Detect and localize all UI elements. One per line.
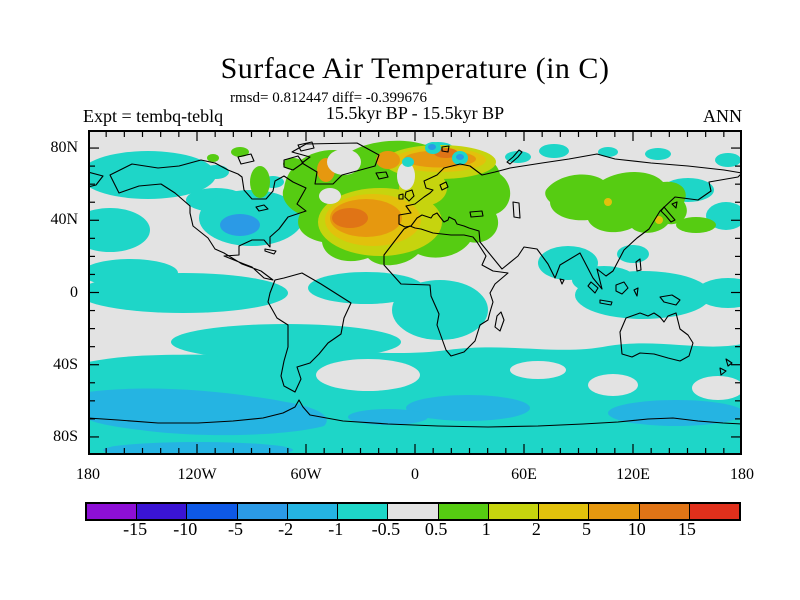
y-tick-label: 40N xyxy=(50,211,78,229)
colorbar-segment xyxy=(689,504,740,519)
colorbar xyxy=(85,502,741,521)
colorbar-boundary-label: -10 xyxy=(173,519,198,539)
colorbar-segment xyxy=(87,504,138,519)
difference-label: 15.5kyr BP - 15.5kyr BP xyxy=(325,103,505,123)
map-frame xyxy=(88,130,742,455)
colorbar-segment xyxy=(338,504,389,519)
positive-anomaly-patches xyxy=(207,140,716,266)
colorbar-segment xyxy=(388,504,439,519)
colorbar-segment xyxy=(137,504,188,519)
x-tick-label: 60E xyxy=(511,466,537,483)
x-tick-label: 60W xyxy=(290,466,322,483)
colorbar-segment xyxy=(237,504,288,519)
graticule-ticks xyxy=(90,132,740,453)
colorbar-segment xyxy=(639,504,690,519)
x-tick-label: 180 xyxy=(730,466,754,483)
negative-anomaly-patches xyxy=(88,142,742,455)
colorbar-boundary-label: 10 xyxy=(627,519,646,539)
colorbar-boundary-label: 15 xyxy=(677,519,696,539)
colorbar-boundary-label: 2 xyxy=(531,519,541,539)
colorbar-boundary-label: 5 xyxy=(582,519,592,539)
colorbar-segment xyxy=(589,504,640,519)
colorbar-segment xyxy=(438,504,489,519)
experiment-label: Expt = tembq-teblq xyxy=(83,106,224,126)
colorbar-boundary-label: -2 xyxy=(278,519,294,539)
colorbar-segment xyxy=(539,504,590,519)
page-title: Surface Air Temperature (in C) xyxy=(220,52,610,85)
colorbar-boundary-label: -15 xyxy=(123,519,148,539)
map-plot-area xyxy=(88,130,742,455)
y-tick-label: 0 xyxy=(70,283,78,301)
x-tick-label: 180 xyxy=(76,466,100,483)
x-tick-label: 120E xyxy=(616,466,650,483)
season-label: ANN xyxy=(703,106,742,126)
y-tick-label: 40S xyxy=(53,355,78,373)
colorbar-segment xyxy=(287,504,339,519)
y-tick-label: 80S xyxy=(53,427,78,445)
coastlines xyxy=(88,141,742,428)
x-tick-label: 120W xyxy=(177,466,217,483)
colorbar-boundary-label: 1 xyxy=(481,519,491,539)
stats-line: rmsd= 0.812447 diff= -0.399676 xyxy=(230,90,428,106)
colorbar-boundary-label: -0.5 xyxy=(371,519,401,539)
y-tick-label: 80N xyxy=(50,139,78,157)
colorbar-segment xyxy=(187,504,238,519)
x-tick-label: 0 xyxy=(411,466,419,483)
colorbar-boundary-label: 0.5 xyxy=(424,519,448,539)
colorbar-segment xyxy=(488,504,540,519)
world-map-plot xyxy=(88,130,742,455)
colorbar-boundary-label: -1 xyxy=(328,519,344,539)
colorbar-boundary-label: -5 xyxy=(227,519,243,539)
